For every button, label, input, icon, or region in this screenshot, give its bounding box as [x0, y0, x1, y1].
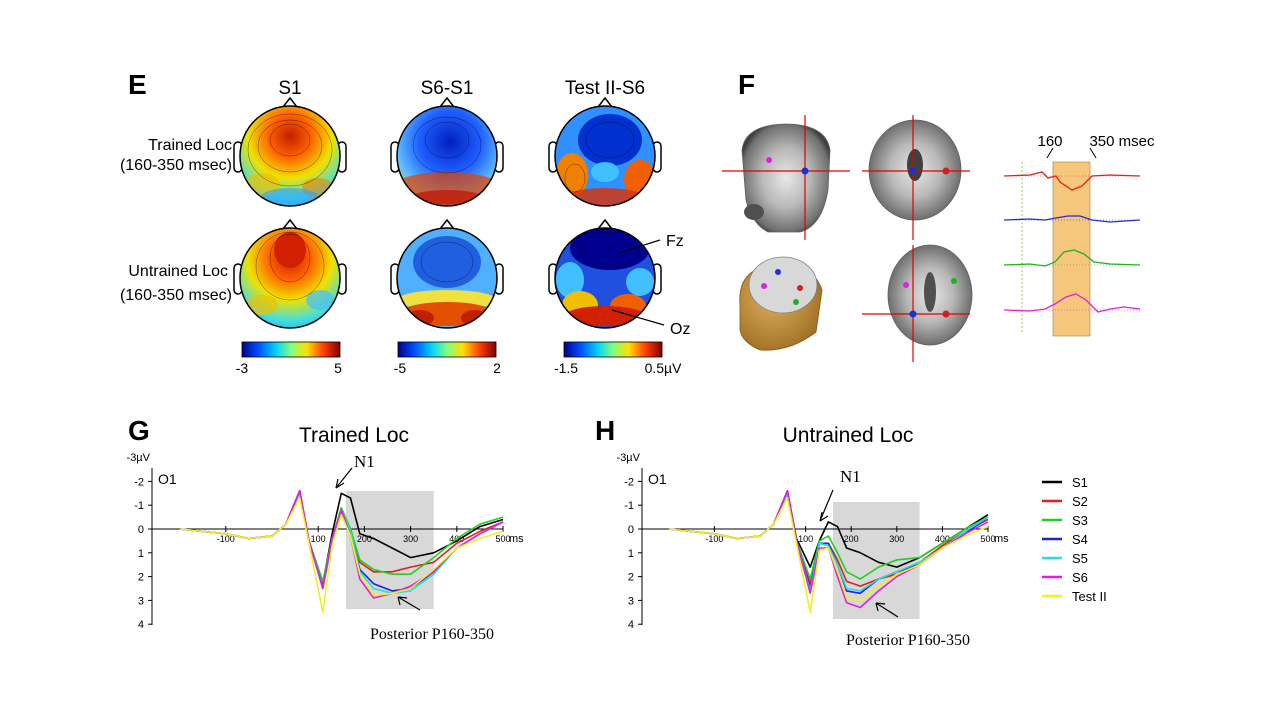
y-tick-label: -1: [624, 500, 634, 512]
colorbar-test2-s6-max: 0.5µV: [645, 360, 683, 376]
column-title-s6-s1: S6-S1: [421, 78, 474, 99]
annotation-component-arrow: [397, 596, 421, 611]
annotation-n1-arrow: [335, 467, 353, 489]
annotation-n1: N1: [840, 467, 861, 486]
erp-panel-g: G Trained Loc -2 -1 0 1 2 3 4 -3µV O1 -100 100 200 300…: [127, 415, 525, 643]
y-tick-label: -1: [134, 500, 144, 512]
erp-panel-h: H Untrained Loc -2 -1 0 1 2 3 4 -3µV O1 -100 100 200 3…: [595, 415, 1009, 649]
y-tick-label: -2: [134, 476, 144, 488]
row-label-trained: Trained Loc: [148, 137, 232, 154]
x-tick-label: 500: [495, 534, 510, 544]
y-tick-label: 0: [138, 524, 144, 536]
colorbar-s1-min: -3: [236, 360, 249, 376]
y-tick-label: 4: [138, 619, 144, 631]
colorbar-s1: -3 5: [236, 341, 342, 376]
y-tick-label: 2: [138, 572, 144, 584]
panel-letter: H: [595, 415, 615, 446]
colorbar-s1-max: 5: [334, 360, 342, 376]
legend-label-2: S3: [1072, 513, 1088, 528]
x-tick-label: 300: [403, 534, 418, 544]
y-tick-label: -2: [624, 476, 634, 488]
colorbar-s6-s1-min: -5: [394, 360, 407, 376]
legend-label-0: S1: [1072, 475, 1088, 490]
x-tick-label: 500: [980, 534, 995, 544]
legend-label-4: S5: [1072, 551, 1088, 566]
series-line-test-ii: [668, 497, 989, 614]
annotation-component-arrowhead: [875, 602, 886, 612]
annotation-component-arrowhead: [397, 596, 408, 606]
annotation-component: Posterior P160-350: [370, 626, 494, 643]
row-label-untrained-window: (160-350 msec): [120, 287, 232, 304]
row-label-untrained: Untrained Loc: [128, 263, 228, 280]
y-tick-label: 1: [628, 548, 634, 560]
channel-label: O1: [158, 471, 177, 487]
x-tick-label: -100: [217, 534, 235, 544]
legend-label-3: S4: [1072, 532, 1088, 547]
channel-label: O1: [648, 471, 667, 487]
time-label-160: 160: [1037, 133, 1062, 150]
mri-sagittal: [722, 115, 850, 240]
x-tick-label: 200: [844, 534, 859, 544]
y-tick-label: 0: [628, 524, 634, 536]
y-tick-label: 2: [628, 572, 634, 584]
legend-label-5: S6: [1072, 570, 1088, 585]
annotation-n1: N1: [354, 452, 375, 471]
y-axis-unit: -3µV: [127, 452, 151, 464]
topomap-trained-s6-s1: [390, 96, 504, 207]
colorbar-test2-s6-min: -1.5: [554, 360, 578, 376]
chart-title: Trained Loc: [299, 424, 409, 447]
topomap-untrained-s1: [233, 218, 347, 329]
x-tick-label: -100: [705, 534, 723, 544]
row-label-trained-window: (160-350 msec): [120, 157, 232, 174]
x-tick-label: 300: [889, 534, 904, 544]
mri-3d-head: [739, 256, 823, 351]
legend: S1 S2 S3 S4 S5 S6 Test II: [1042, 475, 1107, 604]
y-tick-label: 4: [628, 619, 634, 631]
y-axis-unit: -3µV: [617, 452, 641, 464]
topomap-untrained-test2-s6: [548, 218, 665, 329]
x-tick-label: 100: [798, 534, 813, 544]
legend-label-1: S2: [1072, 494, 1088, 509]
y-tick-label: 3: [138, 595, 144, 607]
colorbar-test2-s6: -1.5 0.5µV: [554, 341, 683, 376]
colorbar-s6-s1-max: 2: [493, 360, 501, 376]
column-title-s1: S1: [278, 78, 301, 99]
electrode-label-oz: Oz: [670, 321, 690, 338]
x-axis-unit: ms: [994, 533, 1009, 545]
shaded-window: [345, 491, 434, 609]
time-label-350: 350 msec: [1089, 133, 1155, 150]
annotation-component-arrow: [875, 602, 899, 618]
topomap-trained-s1: [233, 96, 347, 207]
series-line-test-ii: [179, 497, 504, 614]
panel-f-letter: F: [738, 69, 755, 100]
x-tick-label: 400: [935, 534, 950, 544]
colorbar-s6-s1: -5 2: [394, 341, 501, 376]
y-tick-label: 3: [628, 595, 634, 607]
mri-coronal: [862, 115, 970, 240]
topomap-untrained-s6-s1: [390, 218, 504, 329]
y-tick-label: 1: [138, 548, 144, 560]
panel-letter: G: [128, 415, 150, 446]
mri-axial: [862, 244, 973, 362]
panel-e-letter: E: [128, 69, 147, 100]
topomap-trained-test2-s6: [548, 96, 662, 207]
x-tick-label: 200: [357, 534, 372, 544]
x-axis-unit: ms: [509, 533, 524, 545]
x-tick-label: 100: [311, 534, 326, 544]
legend-label-6: Test II: [1072, 589, 1107, 604]
column-title-test2-s6: Test II-S6: [565, 78, 645, 99]
source-waveforms: 160 350 msec: [1003, 133, 1155, 337]
annotation-component: Posterior P160-350: [846, 632, 970, 649]
chart-title: Untrained Loc: [783, 424, 914, 447]
annotation-n1-arrowhead: [819, 511, 829, 522]
annotation-n1-arrow: [819, 489, 834, 522]
annotation-n1-arrowhead: [335, 478, 345, 489]
electrode-label-fz: Fz: [666, 233, 684, 250]
